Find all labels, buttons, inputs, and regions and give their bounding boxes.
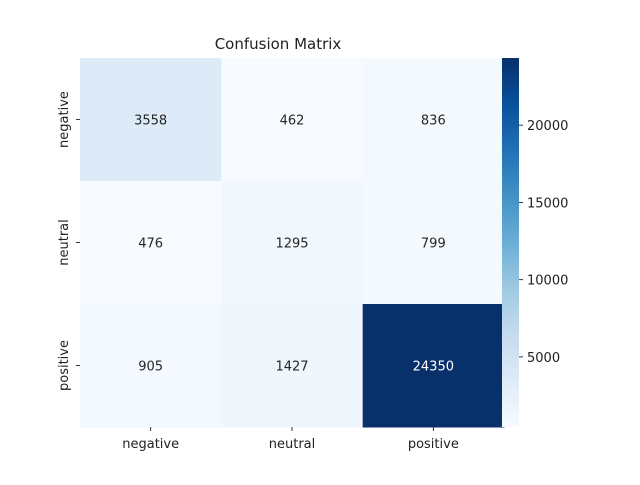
heatmap-cell — [362, 304, 505, 428]
heatmap-cell — [80, 58, 222, 182]
y-tick-label: neutral — [57, 219, 72, 266]
chart-title: Confusion Matrix — [215, 35, 342, 53]
colorbar-tick-label: 10000 — [527, 274, 568, 289]
heatmap-cell — [221, 181, 364, 305]
heatmap-cell — [80, 304, 222, 428]
cell-value-label: 3558 — [134, 114, 167, 129]
colorbar: 5000 10000 15000 20000 — [502, 58, 568, 427]
heatmap-cell — [362, 58, 505, 182]
y-axis: negative neutral positive — [57, 91, 80, 391]
colorbar-tick-label: 15000 — [527, 196, 568, 211]
cell-value-label: 905 — [138, 360, 163, 375]
colorbar-tick-label: 5000 — [527, 351, 560, 366]
y-tick-label: positive — [57, 340, 72, 391]
heatmap-cell — [362, 181, 505, 305]
colorbar-ticks: 5000 10000 15000 20000 — [519, 119, 568, 366]
colorbar-gradient — [502, 58, 519, 427]
cell-value-label: 836 — [421, 114, 446, 129]
x-tick-label: neutral — [269, 437, 316, 452]
heatmap-cell — [80, 181, 222, 305]
x-tick-label: negative — [122, 437, 179, 452]
y-tick-label: negative — [57, 91, 72, 148]
heatmap-cell — [221, 304, 364, 428]
colorbar-tick-label: 20000 — [527, 119, 568, 134]
cell-value-label: 1295 — [275, 237, 308, 252]
cell-value-label: 799 — [421, 237, 446, 252]
cell-value-label: 24350 — [413, 360, 454, 375]
heatmap-cell — [221, 58, 364, 182]
x-tick-label: positive — [408, 437, 459, 452]
heatmap-cells: 3558 462 836 476 1295 799 905 1427 24350 — [80, 58, 505, 428]
cell-value-label: 462 — [280, 114, 305, 129]
cell-value-label: 1427 — [275, 360, 308, 375]
cell-value-label: 476 — [138, 237, 163, 252]
x-axis: negative neutral positive — [122, 427, 459, 452]
